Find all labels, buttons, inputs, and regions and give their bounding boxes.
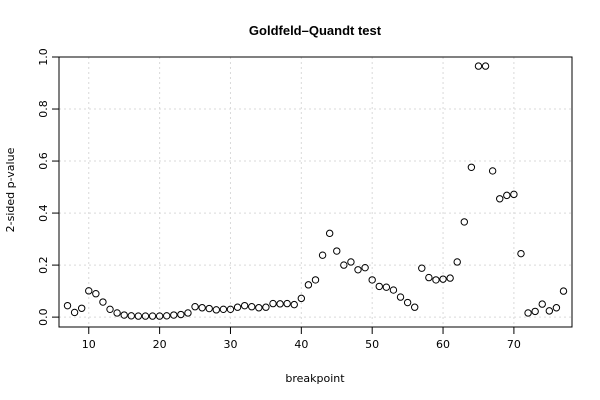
data-point (333, 247, 341, 255)
data-point (425, 273, 433, 282)
data-point (155, 312, 164, 320)
y-axis-label: 2-sided p-value (4, 147, 17, 232)
data-point (432, 276, 440, 284)
data-point (496, 195, 504, 203)
data-point (113, 309, 121, 317)
data-point (389, 286, 398, 294)
y-tick-label: 0.2 (37, 256, 50, 274)
data-point (552, 304, 561, 312)
data-point (325, 229, 334, 238)
data-point (191, 303, 199, 311)
data-point (63, 301, 72, 310)
data-point (276, 300, 284, 308)
data-point (368, 276, 376, 284)
data-point (524, 309, 532, 317)
data-point (290, 300, 298, 309)
data-point (233, 303, 242, 311)
data-point (439, 275, 447, 283)
data-point (375, 282, 383, 291)
data-point (269, 299, 277, 308)
data-point (488, 167, 497, 175)
data-point (70, 308, 79, 317)
data-point (255, 304, 263, 312)
x-tick-label: 50 (365, 338, 379, 351)
data-point (99, 298, 107, 306)
data-point (148, 312, 157, 320)
x-tick-label: 30 (223, 338, 237, 351)
data-point (262, 303, 270, 311)
y-tick-label: 0.8 (37, 100, 50, 118)
x-tick-label: 40 (294, 338, 308, 351)
data-point (481, 62, 490, 70)
x-tick-label: 20 (153, 338, 167, 351)
data-point (418, 264, 426, 272)
data-point (361, 263, 369, 272)
data-point (354, 266, 362, 274)
data-point (453, 258, 461, 266)
data-point (134, 312, 143, 320)
data-point (184, 309, 192, 317)
data-point (531, 307, 539, 316)
data-point (205, 304, 213, 313)
chart-title: Goldfeld–Quandt test (249, 23, 382, 38)
data-point (248, 303, 256, 311)
y-tick-label: 0.0 (37, 308, 50, 326)
data-points (63, 62, 568, 320)
data-point (177, 310, 185, 319)
data-point (382, 283, 391, 291)
data-point (170, 311, 178, 319)
data-point (517, 249, 525, 258)
data-point (446, 274, 454, 282)
data-point (510, 190, 518, 199)
data-point (538, 300, 546, 308)
data-point (127, 312, 135, 320)
data-point (503, 191, 511, 200)
data-point (198, 304, 206, 312)
data-point (396, 293, 405, 301)
data-point (240, 301, 249, 310)
data-point (283, 299, 291, 308)
grid (59, 56, 572, 327)
y-tick-label: 1.0 (37, 48, 50, 66)
data-point (474, 62, 483, 70)
data-point (106, 305, 114, 314)
data-point (212, 306, 221, 314)
data-point (403, 298, 412, 307)
data-point (311, 276, 320, 284)
data-point (85, 287, 93, 295)
y-tick-label: 0.6 (37, 152, 50, 170)
data-point (141, 312, 150, 320)
data-point (467, 163, 476, 171)
data-point (92, 290, 100, 298)
x-tick-label: 70 (507, 338, 521, 351)
data-point (545, 307, 554, 315)
x-tick-label: 60 (436, 338, 450, 351)
data-point (226, 305, 235, 314)
data-point (460, 218, 468, 226)
plot-frame (58, 56, 573, 328)
data-point (297, 294, 306, 303)
data-point (340, 261, 348, 269)
data-point (120, 311, 128, 319)
axes: 10 20 30 40 50 60 70 0.0 0.2 0.4 0.6 0.8 1.0 (37, 48, 521, 351)
x-tick-label: 10 (82, 338, 96, 351)
data-point (77, 304, 86, 312)
y-tick-label: 0.4 (37, 204, 50, 222)
data-point (410, 303, 419, 311)
x-axis-label: breakpoint (285, 372, 345, 385)
data-point (219, 305, 228, 314)
data-point (318, 251, 327, 259)
data-point (559, 287, 568, 295)
data-point (347, 258, 355, 266)
data-point (163, 312, 171, 320)
data-point (304, 281, 313, 289)
